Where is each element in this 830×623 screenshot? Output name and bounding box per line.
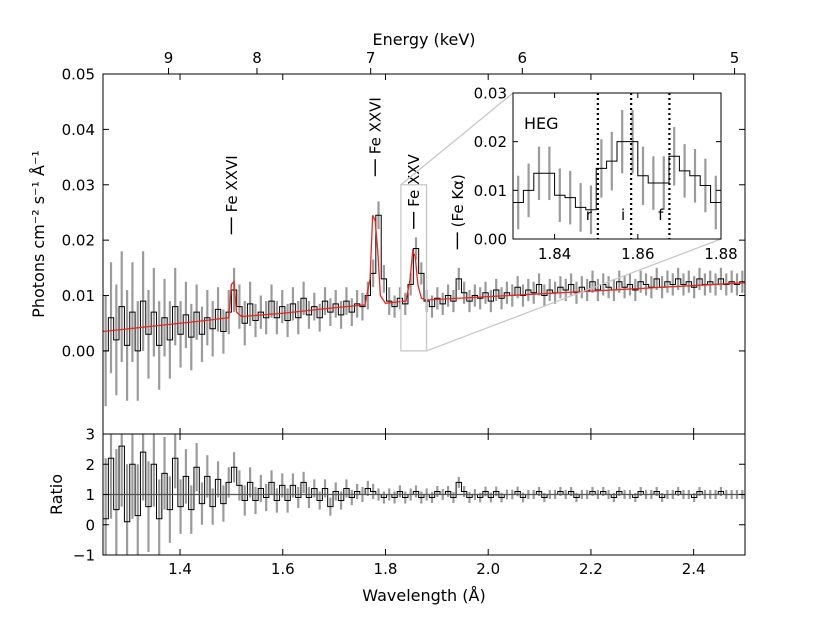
ratio-xtick-label: 2.4 — [682, 560, 706, 578]
inset-ytick-label: 0.00 — [474, 231, 507, 249]
line-annotation-label: (Fe Kα) — [449, 174, 467, 227]
energy-tick-label: 9 — [164, 49, 174, 67]
inset-plot-area — [513, 110, 721, 235]
spectrum-ytick-label: 0.00 — [62, 342, 95, 360]
ratio-xtick-label: 1.8 — [374, 560, 398, 578]
ratio-data-step-line — [103, 445, 745, 523]
zoom-connector-line — [400, 92, 514, 186]
line-annotation-label: Fe XXVI — [367, 97, 385, 154]
ratio-panel: 1.4 1.6 1.8 2.0 2.2 2.4 −1 0 1 2 3 Wavelength (Å) Ra… — [47, 426, 746, 605]
spectrum-ytick-label: 0.04 — [62, 121, 95, 139]
ratio-ytick-label: −1 — [73, 547, 95, 565]
line-annotation-label: Fe XXVI — [223, 155, 241, 212]
zoom-region-box — [400, 184, 428, 352]
line-position-label: f — [658, 206, 664, 224]
spectrum-plot-area — [103, 201, 745, 407]
inset-xtick-label: 1.88 — [704, 245, 737, 263]
inset-xtick-label: 1.84 — [538, 245, 571, 263]
spectrum-y-axis-title: Photons cm⁻² s⁻¹ Å⁻¹ — [29, 150, 48, 318]
wavelength-axis-title: Wavelength (Å) — [362, 586, 485, 605]
inset-background — [513, 93, 721, 239]
line-position-label: i — [621, 206, 625, 224]
energy-tick-label: 5 — [730, 49, 740, 67]
ratio-plot-area — [103, 434, 745, 555]
energy-tick-label: 8 — [252, 49, 262, 67]
ratio-xtick-label: 1.4 — [168, 560, 192, 578]
inset-title: HEG — [524, 114, 559, 133]
line-position-label: r — [586, 206, 593, 224]
spectrum-ytick-label: 0.03 — [62, 176, 95, 194]
spectrum-ytick-label: 0.05 — [62, 66, 95, 84]
ratio-xtick-label: 1.6 — [271, 560, 295, 578]
ratio-ytick-label: 0 — [85, 516, 95, 534]
energy-tick-label: 6 — [518, 49, 528, 67]
spectrum-panel: 0.00 0.01 0.02 0.03 0.04 0.05 9 8 7 6 5 Energy (keV… — [29, 30, 746, 435]
inset-panel: r i f HEG 1.84 1.86 1.88 0.00 0.01 0.02 0.03 — [400, 85, 738, 352]
inset-ytick-label: 0.02 — [474, 133, 507, 151]
zoom-connector-line — [426, 238, 722, 352]
ratio-ytick-label: 2 — [85, 456, 95, 474]
inset-data-step-line — [513, 141, 721, 211]
spectrum-ytick-label: 0.02 — [62, 232, 95, 250]
energy-axis-title: Energy (keV) — [372, 30, 475, 49]
ratio-xtick-label: 2.0 — [476, 560, 500, 578]
spectrum-ytick-label: 0.01 — [62, 287, 95, 305]
ratio-ytick-label: 1 — [85, 486, 95, 504]
spectrum-model-line — [103, 214, 745, 333]
ratio-xtick-label: 2.2 — [579, 560, 603, 578]
ratio-y-axis-title: Ratio — [47, 474, 66, 515]
inset-ytick-label: 0.03 — [474, 85, 507, 103]
ratio-ytick-label: 3 — [85, 426, 95, 444]
inset-xtick-label: 1.86 — [621, 245, 654, 263]
inset-ytick-label: 0.01 — [474, 182, 507, 200]
energy-tick-label: 7 — [366, 49, 376, 67]
inset-frame — [512, 92, 722, 240]
line-annotation-label: Fe XXV — [405, 153, 423, 206]
